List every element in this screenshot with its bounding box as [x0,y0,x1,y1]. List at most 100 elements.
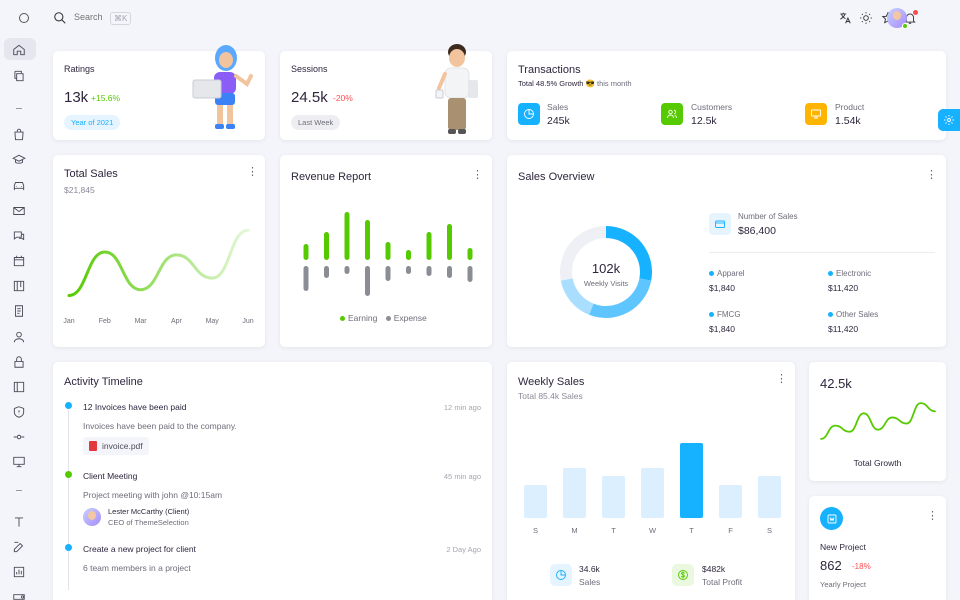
total-sales-chart: Jan Feb Mar Apr May Jun [63,228,254,325]
translate-icon[interactable] [838,11,852,25]
more-options-icon[interactable]: ⋮ [927,510,938,522]
timeline-item-title: Create a new project for client [83,544,196,554]
calendar-icon[interactable] [11,253,27,269]
copy-icon[interactable] [11,68,27,84]
more-options-icon[interactable]: ⋮ [472,169,483,181]
timeline-item-time: 2 Day Ago [446,545,481,554]
monitor-icon[interactable] [11,454,27,470]
so-fmcg-value: $1,840 [709,324,735,334]
typography-icon[interactable] [11,514,27,530]
expense-bar [365,266,370,296]
git-commit-icon[interactable] [11,429,27,445]
emoji: 😎 [585,79,595,88]
weekly-sales-title: Weekly Sales [518,376,585,388]
invoice-icon[interactable] [11,303,27,319]
gear-icon [944,115,954,125]
new-project-title: New Project [820,542,866,552]
donut-slice [560,278,594,315]
lock-icon[interactable] [11,354,27,370]
car-icon[interactable] [11,178,27,194]
logo-icon[interactable] [19,13,29,23]
transactions-card: Transactions Total 48.5% Growth 😎 this m… [507,51,946,140]
x-tick-label: Jan [63,318,74,325]
transactions-subtitle: Total 48.5% Growth 😎 this month [518,79,632,88]
so-other-value: $11,420 [828,324,859,334]
notification-dot [913,10,918,15]
x-tick-label: M [571,526,577,535]
chart-icon[interactable] [11,564,27,580]
invoice-file-chip[interactable]: invoice.pdf [83,437,149,455]
weekly-bar [719,485,742,518]
x-tick-label: Jun [242,318,253,325]
more-options-icon[interactable]: ⋮ [247,166,258,178]
search-icon[interactable] [53,11,67,30]
sales-overview-donut [560,226,652,318]
expense-bar [426,266,432,276]
total-sales-value: $21,845 [64,185,95,195]
so-electronic-value: $11,420 [828,283,859,293]
new-project-value: 862 [820,558,842,573]
ratings-change: +15.6% [91,93,121,103]
earning-bar [447,224,452,260]
sidebar-section-divider [16,108,22,109]
earning-bar [426,232,432,260]
pie-chart-icon [550,564,572,586]
home-icon[interactable] [11,42,27,58]
sun-icon[interactable] [859,11,873,25]
search-input[interactable] [74,12,114,22]
weekly-bar [563,468,586,518]
tx-customers-value: 12.5k [691,115,717,127]
timeline-item-desc: 6 team members in a project [83,563,191,573]
donut-slice [589,278,652,318]
x-tick-label: W [649,526,657,535]
transactions-growth: Total 48.5% Growth [518,79,584,88]
stat-sales-value: 34.6k [579,564,600,574]
topbar: ⌘K [38,0,960,36]
kanban-icon[interactable] [11,278,27,294]
revenue-report-card: Revenue Report ⋮ Earning Expense [280,155,492,347]
new-project-card: ⋮ New Project 862 -18% Yearly Project [809,496,946,600]
toggle-icon[interactable] [11,589,27,600]
more-options-icon[interactable]: ⋮ [926,169,937,181]
shopping-bag-icon[interactable] [11,127,27,143]
weekly-bar [641,468,664,518]
legend-earning: Earning [340,313,377,323]
total-sales-title: Total Sales [64,168,118,180]
user-icon[interactable] [11,329,27,345]
timeline-item-desc: Project meeting with john @10:15am [83,490,223,500]
tx-product-value: 1.54k [835,115,861,127]
donut-center-label: Weekly Visits [583,279,629,288]
sessions-title: Sessions [291,64,328,74]
ratings-title: Ratings [64,64,95,74]
ratings-chip: Year of 2021 [64,115,121,130]
sessions-change: -20% [333,93,353,103]
x-tick-label: T [611,526,616,535]
transactions-period: this month [596,79,632,88]
dollar-icon [672,564,694,586]
sessions-value: 24.5k [291,89,328,106]
avatar [83,508,101,526]
shield-icon[interactable] [11,404,27,420]
more-options-icon[interactable]: ⋮ [776,373,787,385]
expense-bar [344,266,350,274]
timeline-item-desc: Invoices have been paid to the company. [83,421,237,431]
earning-bar [344,212,350,260]
ratings-card: Ratings 13k +15.6% Year of 2021 [53,45,265,140]
layout-icon[interactable] [11,379,27,395]
so-electronic-label: Electronic [828,269,871,278]
weekly-bar [680,443,703,518]
expense-bar [447,266,452,278]
users-icon [661,103,683,125]
ratings-value: 13k [64,89,89,106]
revenue-report-title: Revenue Report [291,171,372,183]
mail-icon[interactable] [11,203,27,219]
expense-bar [324,266,329,278]
settings-gear-button[interactable] [938,109,960,131]
earning-bar [467,248,473,260]
chat-icon[interactable] [11,228,27,244]
revenue-legend: Earning Expense [340,313,427,323]
edit-icon[interactable] [11,539,27,555]
graduation-cap-icon[interactable] [11,152,27,168]
file-name: invoice.pdf [102,441,143,451]
